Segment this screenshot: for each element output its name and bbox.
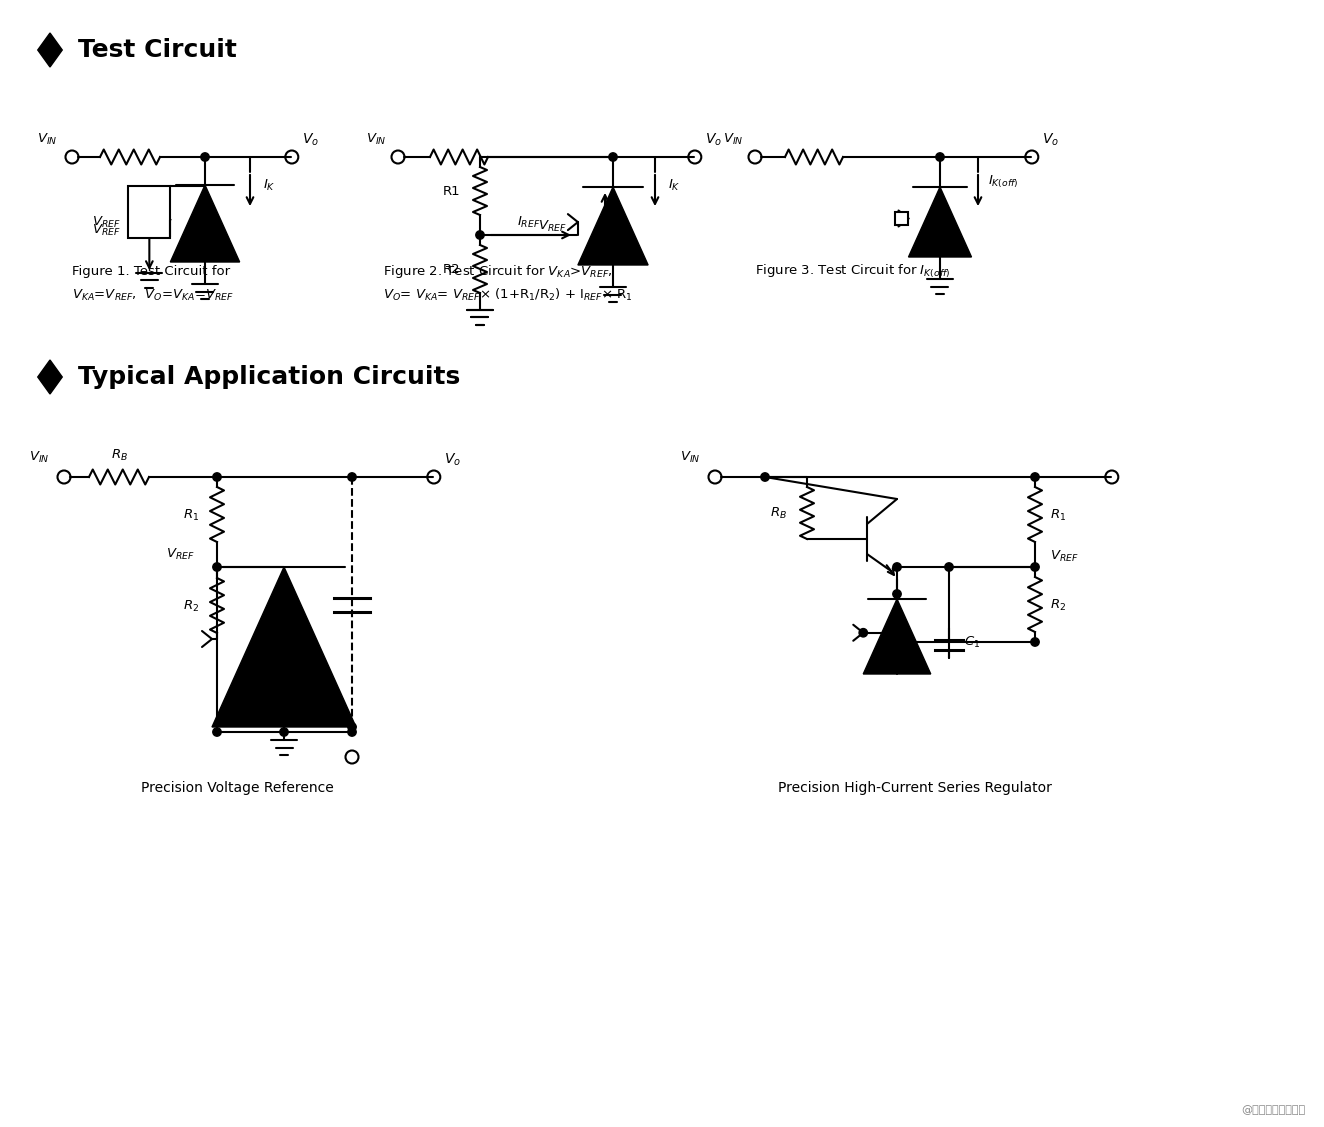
Text: Precision High-Current Series Regulator: Precision High-Current Series Regulator (779, 781, 1053, 795)
Text: Figure 2. Test Circuit for $V_{KA}$>$V_{REF}$,: Figure 2. Test Circuit for $V_{KA}$>$V_{… (383, 263, 613, 279)
Circle shape (936, 218, 944, 227)
Text: $I_{REF}$: $I_{REF}$ (518, 215, 540, 230)
Circle shape (892, 629, 902, 637)
Bar (895, 212, 908, 225)
Circle shape (213, 728, 221, 736)
Circle shape (936, 153, 944, 161)
Text: $I_K$: $I_K$ (669, 178, 681, 193)
Polygon shape (38, 360, 62, 394)
Text: $V_{KA}$=$V_{REF}$,  $V_O$=$V_{KA}$=$V_{REF}$: $V_{KA}$=$V_{REF}$, $V_O$=$V_{KA}$=$V_{R… (71, 289, 234, 303)
Text: Typical Application Circuits: Typical Application Circuits (78, 365, 461, 389)
Circle shape (859, 629, 867, 637)
Text: $R_B$: $R_B$ (771, 506, 786, 521)
Polygon shape (38, 33, 62, 66)
Text: $V_{IN}$: $V_{IN}$ (723, 132, 743, 147)
Text: $V_{REF}$: $V_{REF}$ (91, 222, 120, 238)
Polygon shape (863, 598, 931, 674)
Text: $V_O$= $V_{KA}$= $V_{REF}$× (1+R$_1$/R$_2$) + I$_{REF}$× R$_1$: $V_O$= $V_{KA}$= $V_{REF}$× (1+R$_1$/R$_… (383, 287, 633, 303)
Text: $I_{K(off)}$: $I_{K(off)}$ (988, 174, 1018, 190)
Circle shape (892, 638, 902, 646)
Text: $V_{REF}$: $V_{REF}$ (1050, 549, 1079, 564)
Circle shape (892, 562, 902, 571)
Circle shape (279, 728, 289, 736)
Text: Precision Voltage Reference: Precision Voltage Reference (140, 781, 334, 795)
Text: $R_2$: $R_2$ (183, 598, 199, 614)
Circle shape (213, 562, 221, 571)
Text: $I_K$: $I_K$ (263, 178, 275, 193)
Text: $V_o$: $V_o$ (1042, 132, 1059, 148)
Text: @稿土掘金技术社区: @稿土掘金技术社区 (1241, 1104, 1305, 1115)
Text: R1: R1 (442, 185, 459, 198)
Text: Test Circuit: Test Circuit (78, 38, 237, 62)
Text: $V_o$: $V_o$ (302, 132, 319, 148)
Circle shape (348, 722, 356, 731)
Text: $C_1$: $C_1$ (964, 636, 980, 650)
Circle shape (213, 473, 221, 481)
Text: R2: R2 (442, 263, 459, 276)
Circle shape (475, 231, 485, 239)
Text: $V_{REF}$: $V_{REF}$ (167, 547, 195, 562)
Text: $R_2$: $R_2$ (1050, 598, 1066, 613)
Bar (128, 186, 171, 238)
Circle shape (1031, 562, 1039, 571)
Polygon shape (908, 187, 972, 257)
Text: $V_o$: $V_o$ (704, 132, 722, 148)
Polygon shape (171, 185, 240, 261)
Text: $R_1$: $R_1$ (183, 508, 199, 523)
Text: $V_{REF}$: $V_{REF}$ (538, 219, 567, 233)
Text: $R_1$: $R_1$ (1050, 508, 1066, 523)
Text: $V_{IN}$: $V_{IN}$ (29, 450, 49, 465)
Text: $V_{IN}$: $V_{IN}$ (365, 132, 387, 147)
Text: $V_o$: $V_o$ (444, 452, 461, 468)
Circle shape (1031, 473, 1039, 481)
Text: $R_B$: $R_B$ (110, 447, 127, 463)
Circle shape (945, 562, 953, 571)
Text: $V_{IN}$: $V_{IN}$ (679, 450, 700, 465)
Circle shape (761, 473, 769, 481)
Circle shape (201, 153, 209, 161)
Circle shape (892, 589, 902, 598)
Circle shape (609, 153, 617, 161)
Circle shape (348, 728, 356, 736)
Circle shape (1031, 638, 1039, 646)
Text: Figure 1. Test Circuit for: Figure 1. Test Circuit for (71, 265, 230, 278)
Circle shape (348, 473, 356, 481)
Text: $V_{REF}$: $V_{REF}$ (91, 215, 120, 230)
Polygon shape (577, 187, 649, 265)
Polygon shape (212, 567, 356, 727)
Text: Figure 3. Test Circuit for $I_{K(off)}$: Figure 3. Test Circuit for $I_{K(off)}$ (755, 263, 951, 281)
Text: $V_{IN}$: $V_{IN}$ (37, 132, 57, 147)
